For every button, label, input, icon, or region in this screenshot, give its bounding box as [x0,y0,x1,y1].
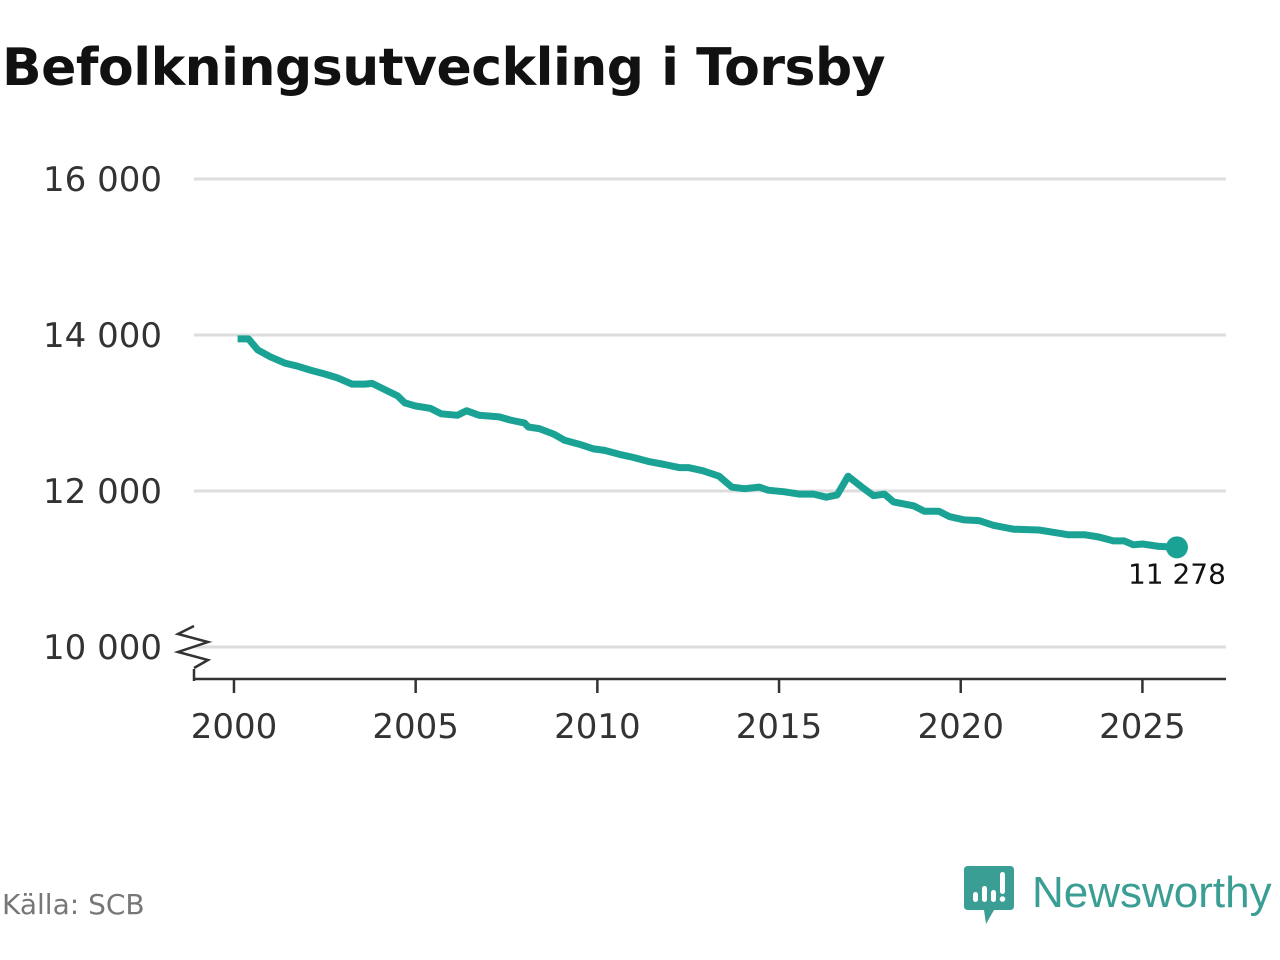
gridlines [194,177,1226,649]
axes [173,624,1226,693]
x-tick-label: 2000 [191,707,278,747]
x-tick-label: 2015 [736,707,823,747]
chart-title: Befolkningsutveckling i Torsby [2,38,886,98]
end-point-marker [1165,536,1188,559]
source-note: Källa: SCB [2,888,145,921]
end-value-label: 11 278 [1128,557,1226,590]
y-tick-label: 14 000 [43,316,162,356]
newsworthy-logo-text: Newsworthy [1032,868,1272,917]
line-chart: 10 000 12 000 14 000 16 000 2000 2005 2010 2015… [43,160,1226,747]
newsworthy-logo-icon [964,866,1014,924]
newsworthy-logo: Newsworthy [964,866,1272,926]
y-tick-label: 12 000 [43,472,162,512]
x-tick-label: 2020 [917,707,1004,747]
x-tick-label: 2005 [372,707,459,747]
y-tick-label: 10 000 [43,628,162,668]
x-tick-label: 2025 [1099,707,1186,747]
x-tick-label: 2010 [554,707,641,747]
axis-break-icon [173,624,213,670]
population-line [237,335,1178,551]
y-tick-label: 16 000 [43,160,162,200]
tick-labels: 10 000 12 000 14 000 16 000 2000 2005 2010 2015… [43,160,1186,747]
